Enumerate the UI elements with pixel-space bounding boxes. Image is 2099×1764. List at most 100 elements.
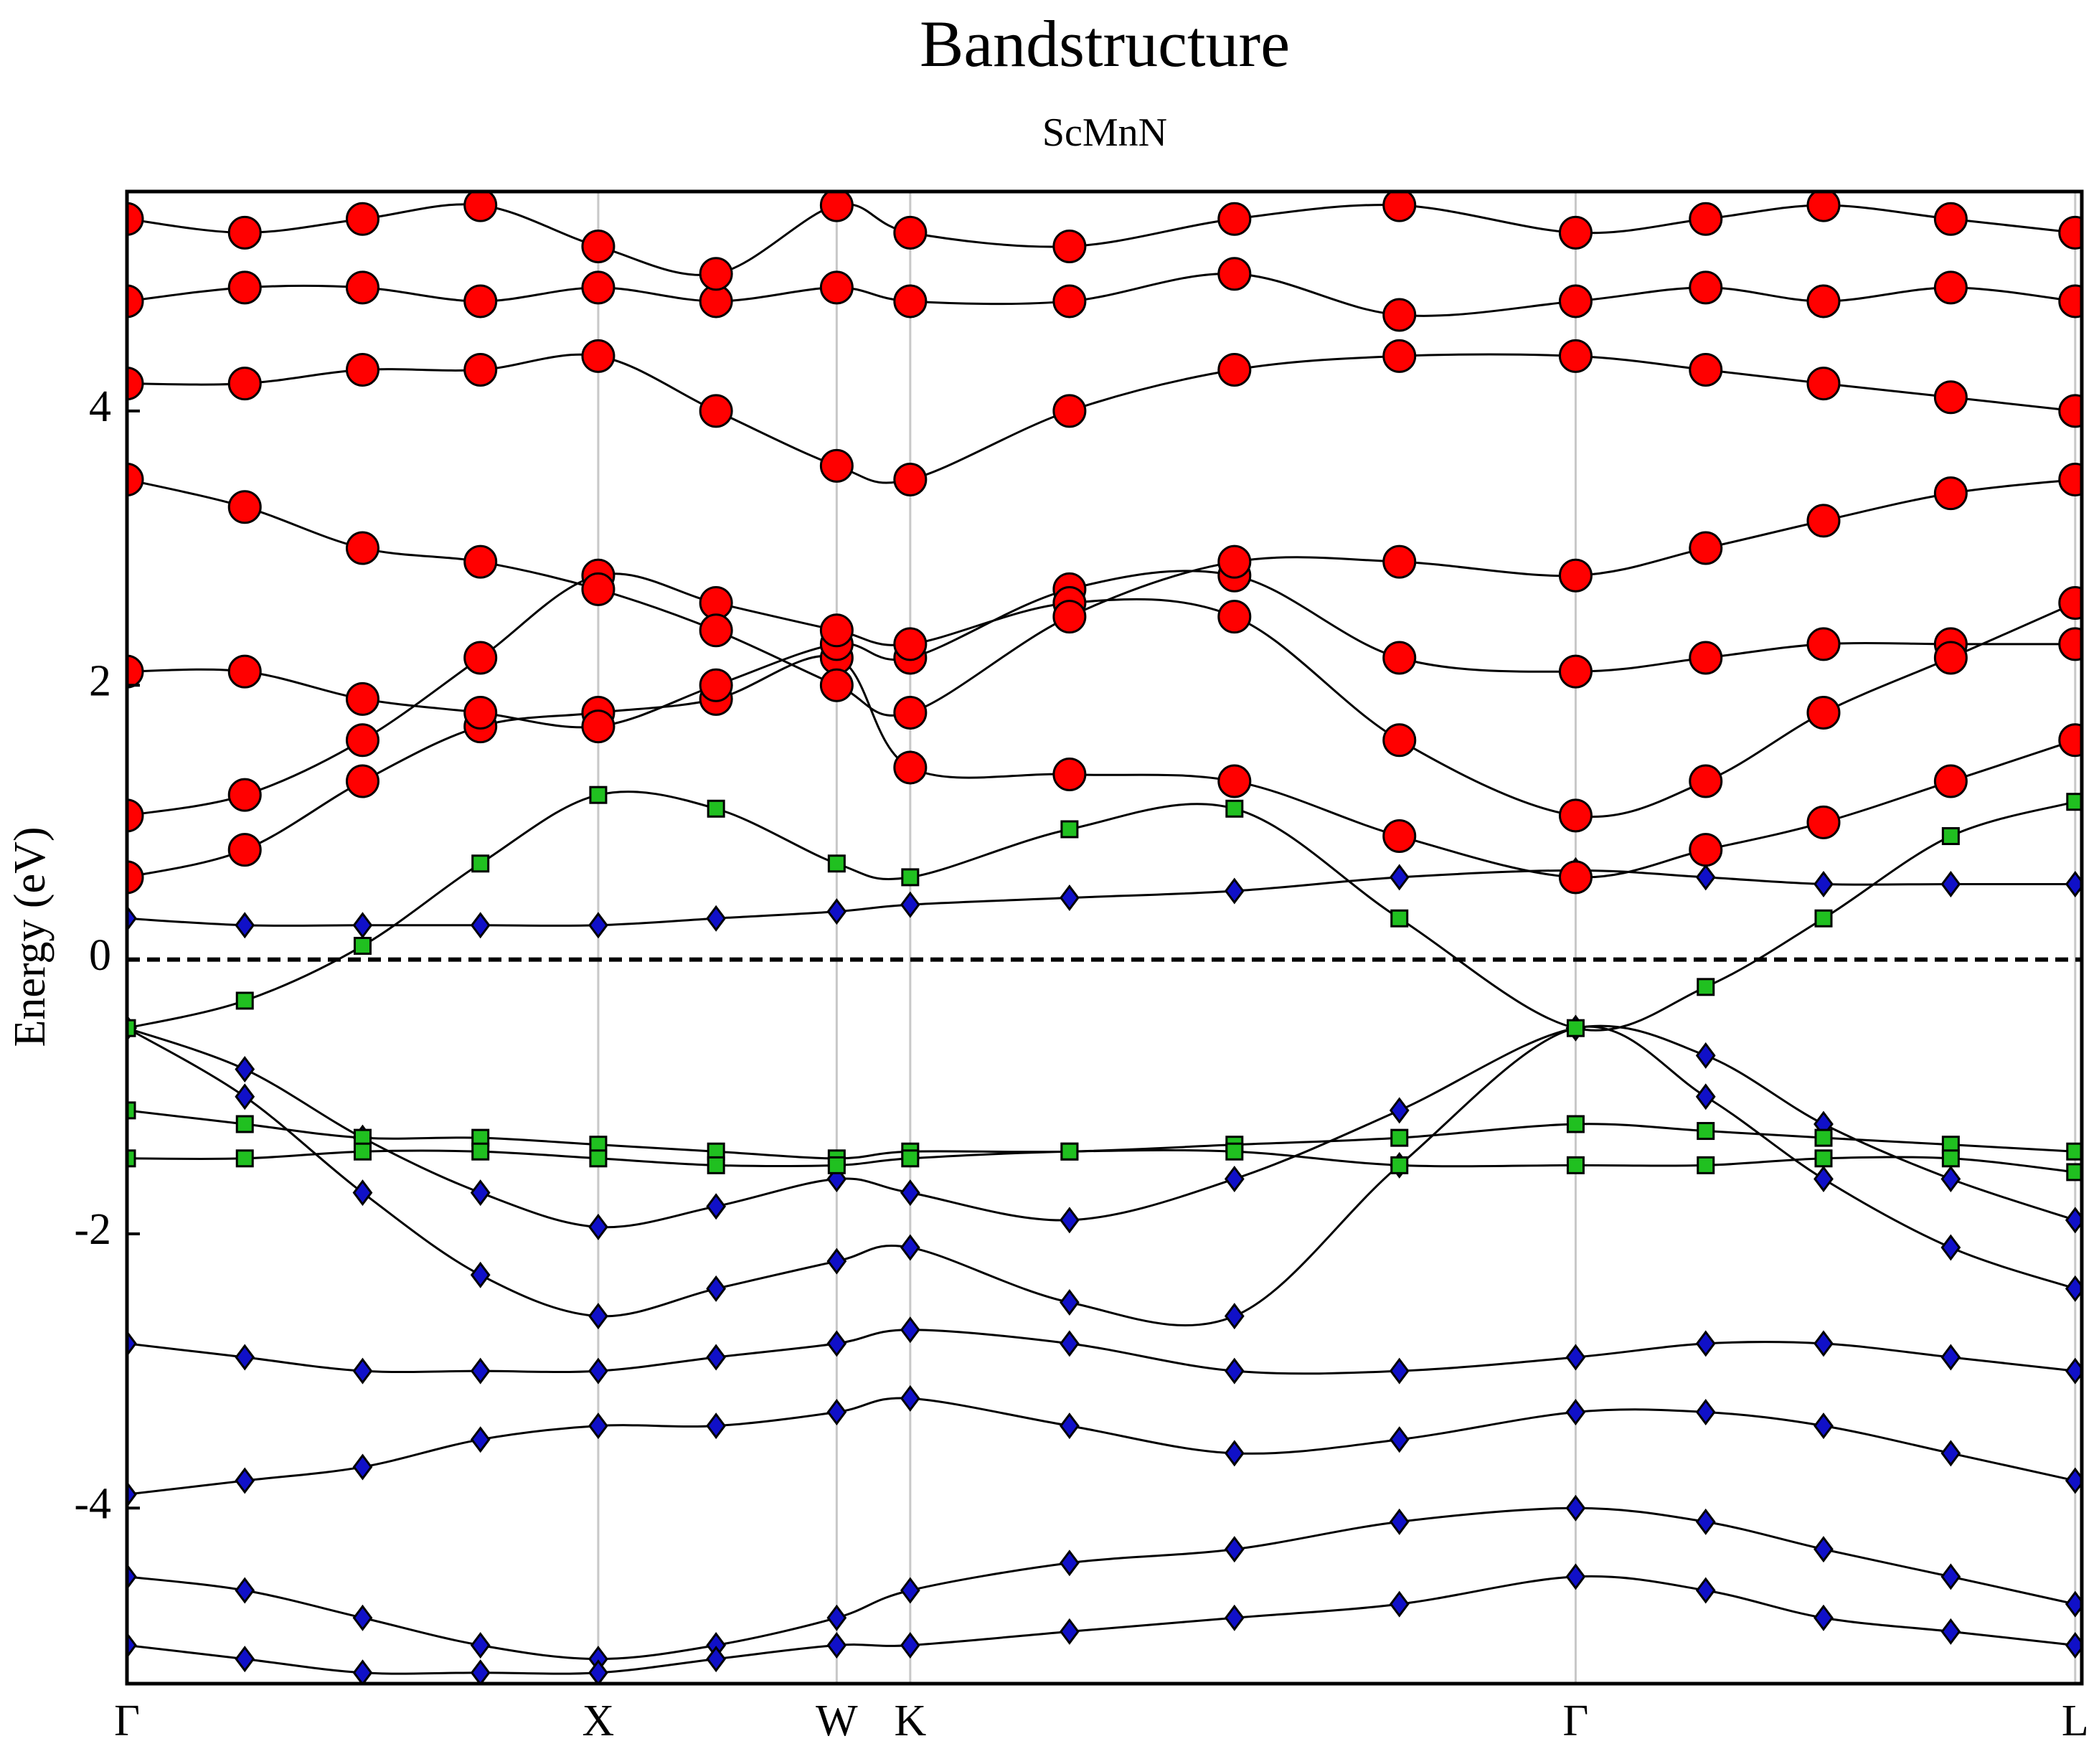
band-weight-circle — [345, 270, 379, 305]
band-weight-square — [235, 991, 254, 1010]
band-weight-diamond — [235, 1577, 255, 1604]
band-weight-circle — [1933, 764, 1968, 798]
band-weight-square — [1225, 1142, 1244, 1161]
band-weight-diamond — [1813, 1165, 1834, 1192]
band-weight-circle — [345, 531, 379, 565]
band-weight-circle — [345, 723, 379, 758]
band-weight-diamond — [1813, 1412, 1834, 1440]
band-weight-diamond — [1224, 1303, 1245, 1330]
band-weight-diamond — [1940, 1344, 1961, 1371]
band-weight-diamond — [1813, 1604, 1834, 1631]
band-weight-diamond — [1224, 1165, 1245, 1192]
x-tick-label: X — [582, 1697, 615, 1745]
band-weight-circle — [581, 572, 615, 606]
band-weight-square — [1060, 1142, 1079, 1161]
band-weight-square — [127, 1149, 136, 1168]
band-weight-diamond — [470, 1179, 491, 1207]
band-weight-diamond — [1813, 1536, 1834, 1563]
band-line — [127, 572, 2076, 819]
band-weight-circle — [1689, 833, 1723, 867]
band-weight-circle — [1689, 270, 1723, 305]
band-weight-diamond — [235, 912, 255, 939]
band-weight-diamond — [352, 1659, 373, 1684]
band-weight-circle — [227, 367, 262, 401]
band-weight-diamond — [706, 1275, 727, 1302]
band-weight-diamond — [1695, 1577, 1716, 1604]
band-weight-circle — [2058, 215, 2082, 250]
band-weight-diamond — [1060, 1289, 1080, 1316]
band-weight-circle — [1933, 476, 1968, 511]
band-weight-circle — [1689, 353, 1723, 387]
band-weight-square — [1697, 1122, 1715, 1141]
band-weight-circle — [2058, 586, 2082, 621]
band-weight-circle — [1806, 192, 1841, 222]
band-weight-circle — [699, 257, 733, 291]
band-weight-circle — [1558, 860, 1593, 895]
band-weight-diamond — [127, 1631, 137, 1659]
band-weight-diamond — [470, 1426, 491, 1453]
plot-area — [127, 192, 2082, 1684]
band-line — [127, 203, 2075, 276]
band-weight-diamond — [1389, 1590, 1410, 1618]
band-weight-circle — [893, 215, 928, 250]
band-weight-diamond — [127, 905, 137, 932]
band-weight-circle — [699, 668, 733, 702]
band-weight-square — [1697, 978, 1715, 996]
band-weight-diamond — [1060, 1412, 1080, 1440]
band-weight-circle — [2058, 627, 2082, 661]
band-weight-square — [901, 868, 920, 887]
band-weight-circle — [1052, 394, 1087, 428]
band-weight-circle — [2058, 394, 2082, 428]
band-weight-diamond — [1565, 1398, 1586, 1425]
band-weight-diamond — [1389, 1508, 1410, 1535]
band-line — [127, 1149, 2075, 1174]
band-weight-circle — [345, 202, 379, 236]
band-weight-circle — [127, 654, 144, 689]
band-weight-square — [235, 1149, 254, 1168]
band-weight-diamond — [1940, 1234, 1961, 1261]
band-weight-circle — [1806, 627, 1841, 661]
band-weight-diamond — [352, 1604, 373, 1631]
band-weight-circle — [893, 750, 928, 785]
band-weight-circle — [1806, 284, 1841, 319]
band-weight-square — [471, 1142, 490, 1161]
band-weight-square — [1225, 799, 1244, 818]
band-weight-diamond — [235, 1344, 255, 1371]
band-weight-square — [127, 1019, 136, 1037]
band-weight-circle — [1689, 202, 1723, 236]
band-weight-diamond — [352, 1453, 373, 1481]
band-weight-diamond — [588, 912, 608, 939]
band-weight-circle — [1933, 202, 1968, 236]
band-weight-circle — [1052, 229, 1087, 263]
band-weight-circle — [1689, 764, 1723, 798]
band-weight-diamond — [706, 1412, 727, 1440]
band-weight-square — [1390, 1156, 1409, 1174]
y-tick-label: -2 — [74, 1205, 111, 1254]
band-weight-circle — [1217, 544, 1252, 579]
x-tick-label: W — [816, 1697, 858, 1745]
band-line — [127, 1506, 2076, 1661]
band-weight-circle — [463, 353, 498, 387]
band-weight-diamond — [1224, 1604, 1245, 1631]
band-weight-circle — [1806, 805, 1841, 839]
band-weight-diamond — [1389, 1426, 1410, 1453]
band-weight-circle — [581, 229, 615, 263]
band-weight-circle — [819, 668, 854, 702]
band-weight-square — [1814, 1128, 1833, 1147]
band-weight-square — [2066, 1142, 2082, 1161]
band-weight-circle — [893, 627, 928, 661]
band-weight-circle — [1382, 192, 1417, 222]
band-weight-diamond — [1565, 1344, 1586, 1371]
band-weight-square — [589, 1149, 608, 1168]
band-weight-square — [589, 786, 608, 804]
y-tick-label: 0 — [89, 931, 111, 980]
band-weight-diamond — [706, 1344, 727, 1371]
band-line — [127, 791, 2076, 1032]
band-weight-square — [1941, 827, 1960, 846]
band-weight-square — [1390, 1128, 1409, 1147]
band-line — [127, 273, 2075, 317]
band-weight-circle — [2058, 462, 2082, 496]
band-weight-diamond — [826, 1247, 847, 1275]
band-weight-square — [235, 1115, 254, 1133]
band-weight-circle — [345, 764, 379, 798]
